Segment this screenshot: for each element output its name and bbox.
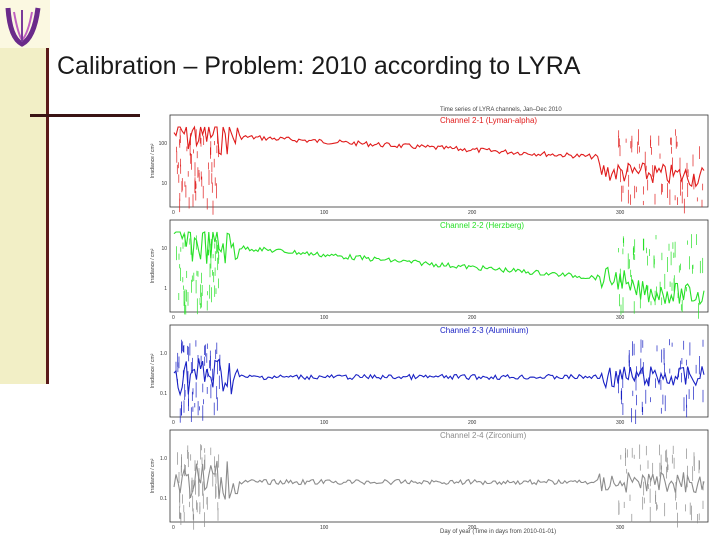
panel-series-trace [173,358,705,397]
figure-canvas: Time series of LYRA channels, Jan–Dec 20… [150,107,709,535]
title-underline [30,114,150,117]
panel-1: Channel 2-1 (Lyman-alpha) Irradiance / cm… [150,114,709,216]
panel-frame [169,429,709,523]
panel-y-tick-label: 0.1 [160,496,167,502]
lyra-logo-icon [5,7,41,47]
panel-x-tick-label: 0 [172,315,175,321]
panel-label: Channel 2-3 (Aluminium) [440,326,529,335]
lyra-timeseries-figure: Time series of LYRA channels, Jan–Dec 20… [140,103,716,537]
slide-title: Calibration – Problem: 2010 according to… [57,52,581,80]
panel-label: Channel 2-4 (Zirconium) [440,431,527,440]
panel-x-tick-label: 0 [172,210,175,216]
panel-y-tick-label: 1.0 [160,351,167,357]
panel-x-tick-label: 0 [172,525,175,531]
panel-x-tick-label: 100 [320,525,329,531]
panel-series-trace [173,125,705,188]
figure-title: Time series of LYRA channels, Jan–Dec 20… [440,107,562,113]
panel-2: Channel 2-2 (Herzberg)Irradiance / cm² 10… [150,219,709,321]
panel-x-tick-label: 300 [616,315,625,321]
panel-frame [169,114,709,208]
panel-x-tick-label: 300 [616,210,625,216]
panel-x-tick-label: 200 [468,315,477,321]
panel-y-axis-label: Irradiance / cm² [150,353,156,388]
panel-label: Channel 2-2 (Herzberg) [440,221,524,230]
panel-x-tick-label: 200 [468,525,477,531]
panel-x-tick-label: 300 [616,525,625,531]
panel-3: Channel 2-3 (Aluminium) Irradiance / cm² 1… [150,324,709,426]
panel-y-axis-label: Irradiance / cm² [150,143,156,178]
panel-y-tick-label: 10 [161,181,167,187]
panel-y-tick-label: 1.0 [160,456,167,462]
panel-y-tick-label: 100 [159,141,168,147]
panel-y-tick-label: 10 [161,246,167,252]
panel-frame [169,324,709,418]
panel-y-axis-label: Irradiance / cm² [150,458,156,493]
panel-x-tick-label: 300 [616,420,625,426]
panel-4: Channel 2-4 (Zirconium) Irradiance / cm² 1… [150,429,709,531]
panel-x-tick-label: 0 [172,420,175,426]
panel-x-tick-label: 200 [468,420,477,426]
panel-frame [169,219,709,313]
side-decoration-bar [0,48,49,384]
panel-y-axis-label: Irradiance / cm² [150,248,156,283]
panel-series-trace [173,460,705,500]
panel-y-tick-label: 1 [164,286,167,292]
panel-x-tick-label: 100 [320,210,329,216]
panel-x-tick-label: 100 [320,315,329,321]
lyra-logo [0,0,50,50]
panel-series-trace [173,231,705,306]
panel-label: Channel 2-1 (Lyman-alpha) [440,116,537,125]
panel-x-tick-label: 100 [320,420,329,426]
figure-x-axis-label: Day of year (Time in days from 2010-01-0… [440,529,556,535]
panel-x-tick-label: 200 [468,210,477,216]
panel-y-tick-label: 0.1 [160,391,167,397]
